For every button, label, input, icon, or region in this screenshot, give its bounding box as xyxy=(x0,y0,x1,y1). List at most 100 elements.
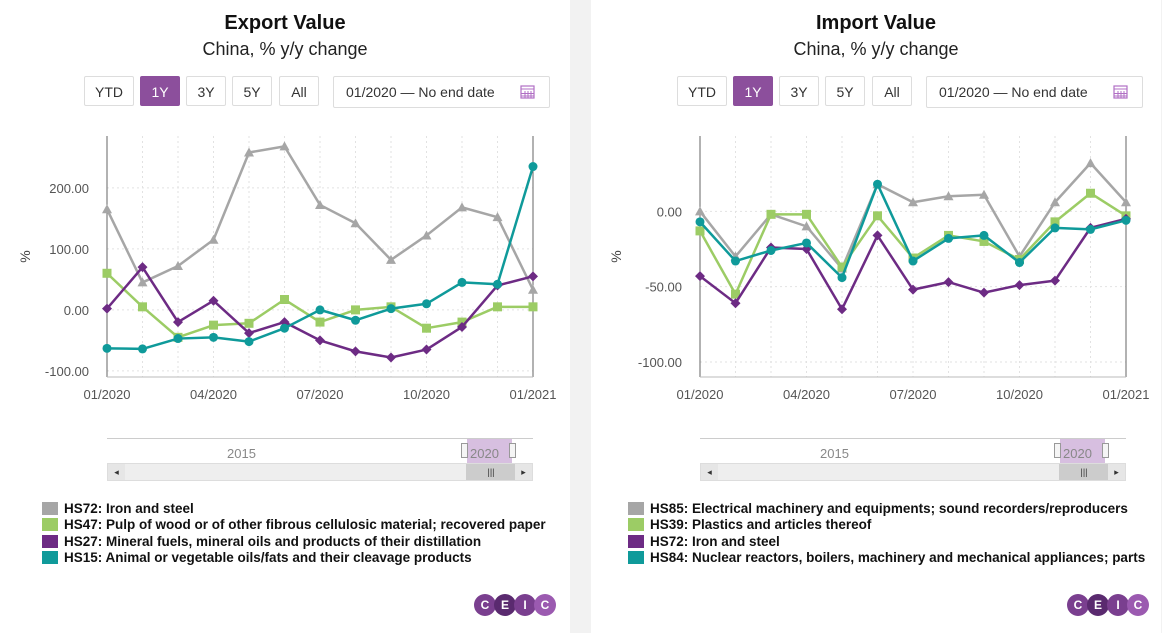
time-navigator[interactable]: 2015 2020 xyxy=(700,438,1126,463)
data-point[interactable] xyxy=(979,230,989,240)
data-point[interactable] xyxy=(528,284,538,294)
data-point[interactable] xyxy=(1085,158,1096,168)
data-point[interactable] xyxy=(280,295,289,305)
data-point[interactable] xyxy=(1121,215,1131,225)
data-point[interactable] xyxy=(695,271,705,282)
nav-handle-left[interactable] xyxy=(1054,443,1061,458)
nav-selection[interactable] xyxy=(1060,439,1105,463)
calendar-icon[interactable] xyxy=(520,84,535,99)
data-point[interactable] xyxy=(695,206,705,216)
range-3y-button[interactable]: 3Y xyxy=(186,76,226,106)
data-point[interactable] xyxy=(1050,223,1060,233)
legend-item[interactable]: HS72: Iron and steel xyxy=(42,500,546,517)
range-1y-button[interactable]: 1Y xyxy=(733,76,773,106)
legend-item[interactable]: HS84: Nuclear reactors, boilers, machine… xyxy=(628,550,1145,567)
data-point[interactable] xyxy=(837,262,847,272)
data-point[interactable] xyxy=(873,179,882,189)
data-point[interactable] xyxy=(872,230,883,241)
data-point[interactable] xyxy=(801,221,812,231)
data-point[interactable] xyxy=(944,233,953,243)
data-point[interactable] xyxy=(695,217,705,227)
data-point[interactable] xyxy=(766,245,776,255)
data-point[interactable] xyxy=(244,147,254,157)
date-range-input[interactable]: 01/2020 — No end date xyxy=(333,76,550,108)
range-5y-button[interactable]: 5Y xyxy=(825,76,865,106)
data-point[interactable] xyxy=(422,299,431,309)
data-point[interactable] xyxy=(350,346,361,357)
legend-item[interactable]: HS39: Plastics and articles thereof xyxy=(628,517,1145,534)
data-point[interactable] xyxy=(386,254,396,264)
nav-handle-left[interactable] xyxy=(461,443,468,458)
data-point[interactable] xyxy=(137,277,148,287)
data-point[interactable] xyxy=(351,315,360,325)
data-point[interactable] xyxy=(528,302,538,312)
data-point[interactable] xyxy=(102,268,112,278)
legend-item[interactable]: HS27: Mineral fuels, mineral oils and pr… xyxy=(42,533,546,550)
data-point[interactable] xyxy=(244,337,254,347)
data-point[interactable] xyxy=(208,234,219,244)
data-point[interactable] xyxy=(695,226,705,236)
data-point[interactable] xyxy=(102,204,112,214)
data-point[interactable] xyxy=(457,321,467,332)
data-point[interactable] xyxy=(173,317,183,328)
data-point[interactable] xyxy=(421,230,432,240)
legend-item[interactable]: HS47: Pulp of wood or of other fibrous c… xyxy=(42,517,546,534)
scrollbar[interactable]: ◂ ||| ▸ xyxy=(107,463,533,481)
data-point[interactable] xyxy=(493,279,502,289)
range-ytd-button[interactable]: YTD xyxy=(84,76,134,106)
series-line[interactable] xyxy=(698,191,1127,296)
data-point[interactable] xyxy=(1086,188,1095,198)
data-point[interactable] xyxy=(1050,217,1060,227)
data-point[interactable] xyxy=(1121,197,1131,207)
data-point[interactable] xyxy=(943,277,954,288)
nav-handle-right[interactable] xyxy=(1102,443,1109,458)
data-point[interactable] xyxy=(528,271,538,282)
data-point[interactable] xyxy=(493,302,502,312)
scroll-thumb[interactable]: ||| xyxy=(1059,464,1109,480)
data-point[interactable] xyxy=(731,256,740,266)
data-point[interactable] xyxy=(315,199,325,209)
scroll-right-arrow[interactable]: ▸ xyxy=(1108,464,1125,480)
data-point[interactable] xyxy=(173,334,183,344)
data-point[interactable] xyxy=(979,287,989,298)
data-point[interactable] xyxy=(173,260,183,270)
data-point[interactable] xyxy=(138,344,147,354)
data-point[interactable] xyxy=(315,317,325,327)
data-point[interactable] xyxy=(102,343,112,353)
scroll-left-arrow[interactable]: ◂ xyxy=(701,464,718,480)
data-point[interactable] xyxy=(908,284,918,295)
range-all-button[interactable]: All xyxy=(872,76,912,106)
time-navigator[interactable]: 2015 2020 xyxy=(107,438,533,463)
data-point[interactable] xyxy=(279,141,290,151)
data-point[interactable] xyxy=(908,256,918,266)
data-point[interactable] xyxy=(280,323,289,333)
legend-item[interactable]: HS72: Iron and steel xyxy=(628,533,1145,550)
data-point[interactable] xyxy=(802,209,811,219)
data-point[interactable] xyxy=(1015,258,1024,268)
range-3y-button[interactable]: 3Y xyxy=(779,76,819,106)
data-point[interactable] xyxy=(350,218,361,228)
range-ytd-button[interactable]: YTD xyxy=(677,76,727,106)
data-point[interactable] xyxy=(244,318,254,328)
range-5y-button[interactable]: 5Y xyxy=(232,76,272,106)
range-all-button[interactable]: All xyxy=(279,76,319,106)
data-point[interactable] xyxy=(492,212,503,222)
data-point[interactable] xyxy=(421,344,432,355)
data-point[interactable] xyxy=(386,304,396,314)
data-point[interactable] xyxy=(209,320,218,330)
data-point[interactable] xyxy=(1014,280,1025,291)
data-point[interactable] xyxy=(386,352,396,363)
nav-selection[interactable] xyxy=(467,439,512,463)
data-point[interactable] xyxy=(457,202,467,212)
data-point[interactable] xyxy=(209,332,218,342)
data-point[interactable] xyxy=(908,197,918,207)
data-point[interactable] xyxy=(943,191,954,201)
data-point[interactable] xyxy=(102,303,112,314)
legend-item[interactable]: HS15: Animal or vegetable oils/fats and … xyxy=(42,550,546,567)
scrollbar[interactable]: ◂ ||| ▸ xyxy=(700,463,1126,481)
range-1y-button[interactable]: 1Y xyxy=(140,76,180,106)
data-point[interactable] xyxy=(1050,275,1060,286)
data-point[interactable] xyxy=(1050,197,1060,207)
data-point[interactable] xyxy=(802,238,811,248)
data-point[interactable] xyxy=(1086,224,1095,234)
